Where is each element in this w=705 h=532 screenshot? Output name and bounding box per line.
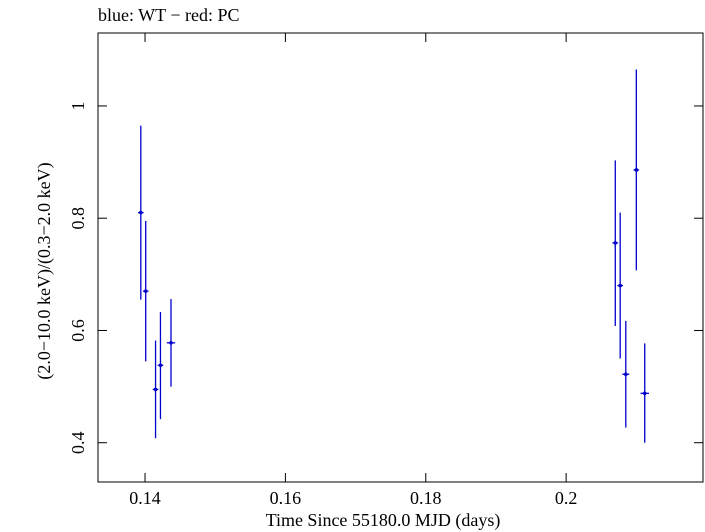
y-tick-label: 0.8 [68, 207, 88, 230]
x-tick-label: 0.16 [270, 488, 302, 508]
x-tick-label: 0.18 [410, 488, 442, 508]
data-point [152, 340, 159, 439]
data-point [142, 221, 149, 362]
y-tick-label: 0.6 [68, 319, 88, 342]
point-marker [158, 363, 163, 368]
point-marker [623, 372, 628, 377]
point-marker [139, 210, 143, 215]
data-point [633, 69, 640, 271]
data-point [617, 212, 623, 359]
point-marker [634, 168, 639, 172]
chart-title: blue: WT − red: PC [98, 5, 239, 25]
x-axis-label: Time Since 55180.0 MJD (days) [266, 510, 501, 531]
x-tick-label: 0.14 [129, 488, 161, 508]
data-point [157, 311, 164, 420]
point-marker [618, 283, 622, 288]
data-point [640, 343, 649, 443]
point-marker [143, 289, 148, 293]
x-axis: 0.14 0.16 0.18 0.2 [129, 33, 577, 508]
data-point [166, 299, 176, 387]
y-tick-label: 1 [68, 101, 88, 110]
y-tick-label: 0.4 [68, 431, 88, 454]
y-axis: 0.4 0.6 0.8 1 [68, 101, 703, 454]
point-marker [613, 241, 618, 245]
data-points [138, 69, 649, 443]
point-marker [169, 341, 173, 345]
point-marker [153, 387, 158, 392]
y-axis-label: (2.0−10.0 keV)/(0.3−2.0 keV) [34, 162, 55, 379]
plot-frame [97, 32, 704, 483]
data-point [138, 125, 144, 300]
data-point [622, 320, 630, 428]
point-marker [642, 391, 647, 396]
data-point [612, 160, 619, 326]
x-tick-label: 0.2 [555, 488, 578, 508]
